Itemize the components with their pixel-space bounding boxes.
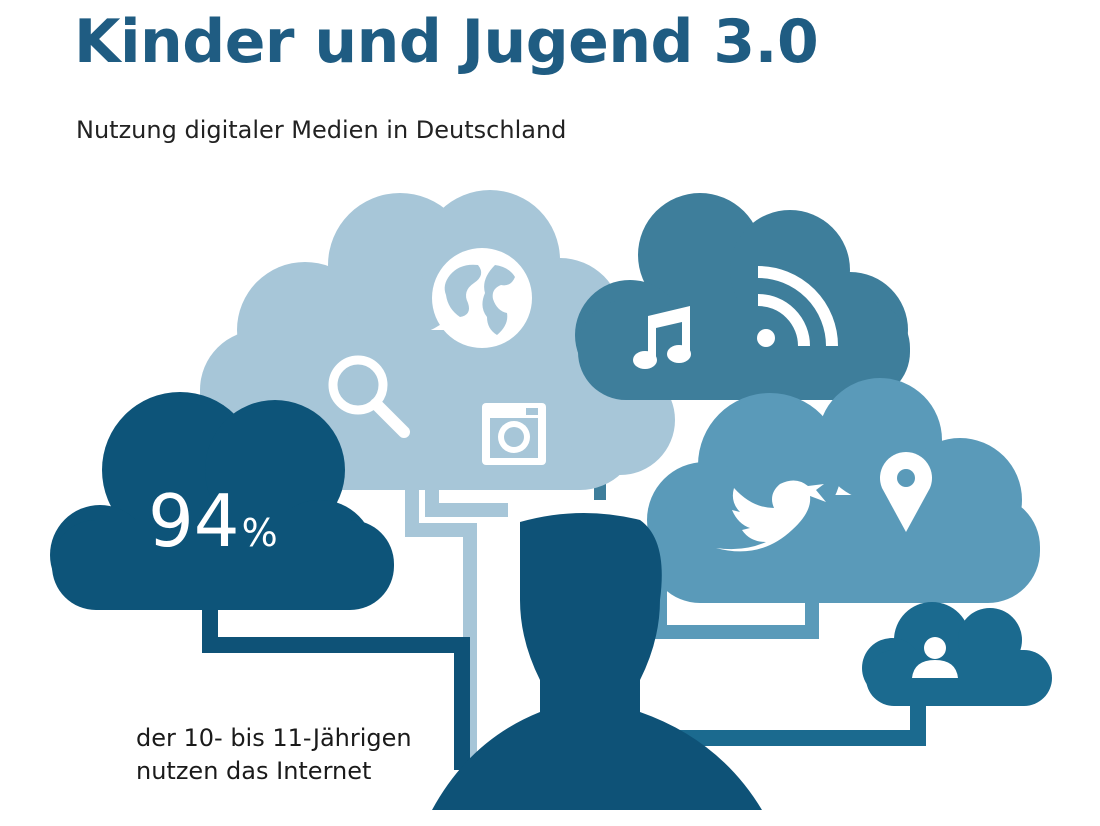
cloud-dark (50, 392, 394, 610)
stat-unit: % (241, 511, 278, 555)
internet-share-stat: 94% (148, 478, 278, 576)
page-subtitle: Nutzung digitaler Medien in Deutschland (76, 116, 567, 144)
cloud-mid (575, 193, 910, 400)
caption-line-2: nutzen das Internet (136, 757, 372, 785)
cloud-small (862, 602, 1052, 706)
rss-icon (757, 266, 838, 347)
caption-line-1: der 10- bis 11-Jährigen (136, 724, 412, 752)
connector-lines-dark (202, 600, 926, 770)
person-silhouette-icon (432, 512, 762, 810)
user-icon (912, 637, 958, 678)
stat-value: 94 (148, 479, 240, 563)
page-title: Kinder und Jugend 3.0 (74, 7, 819, 77)
music-note-icon (633, 306, 691, 369)
twitter-bird-icon (716, 480, 826, 552)
search-icon (328, 355, 410, 438)
location-pin-icon (880, 452, 932, 532)
stat-caption: der 10- bis 11-Jährigen nutzen das Inter… (136, 722, 412, 788)
globe-icon (432, 248, 532, 348)
cloud-steel (647, 378, 1040, 603)
instagram-icon (482, 403, 546, 465)
